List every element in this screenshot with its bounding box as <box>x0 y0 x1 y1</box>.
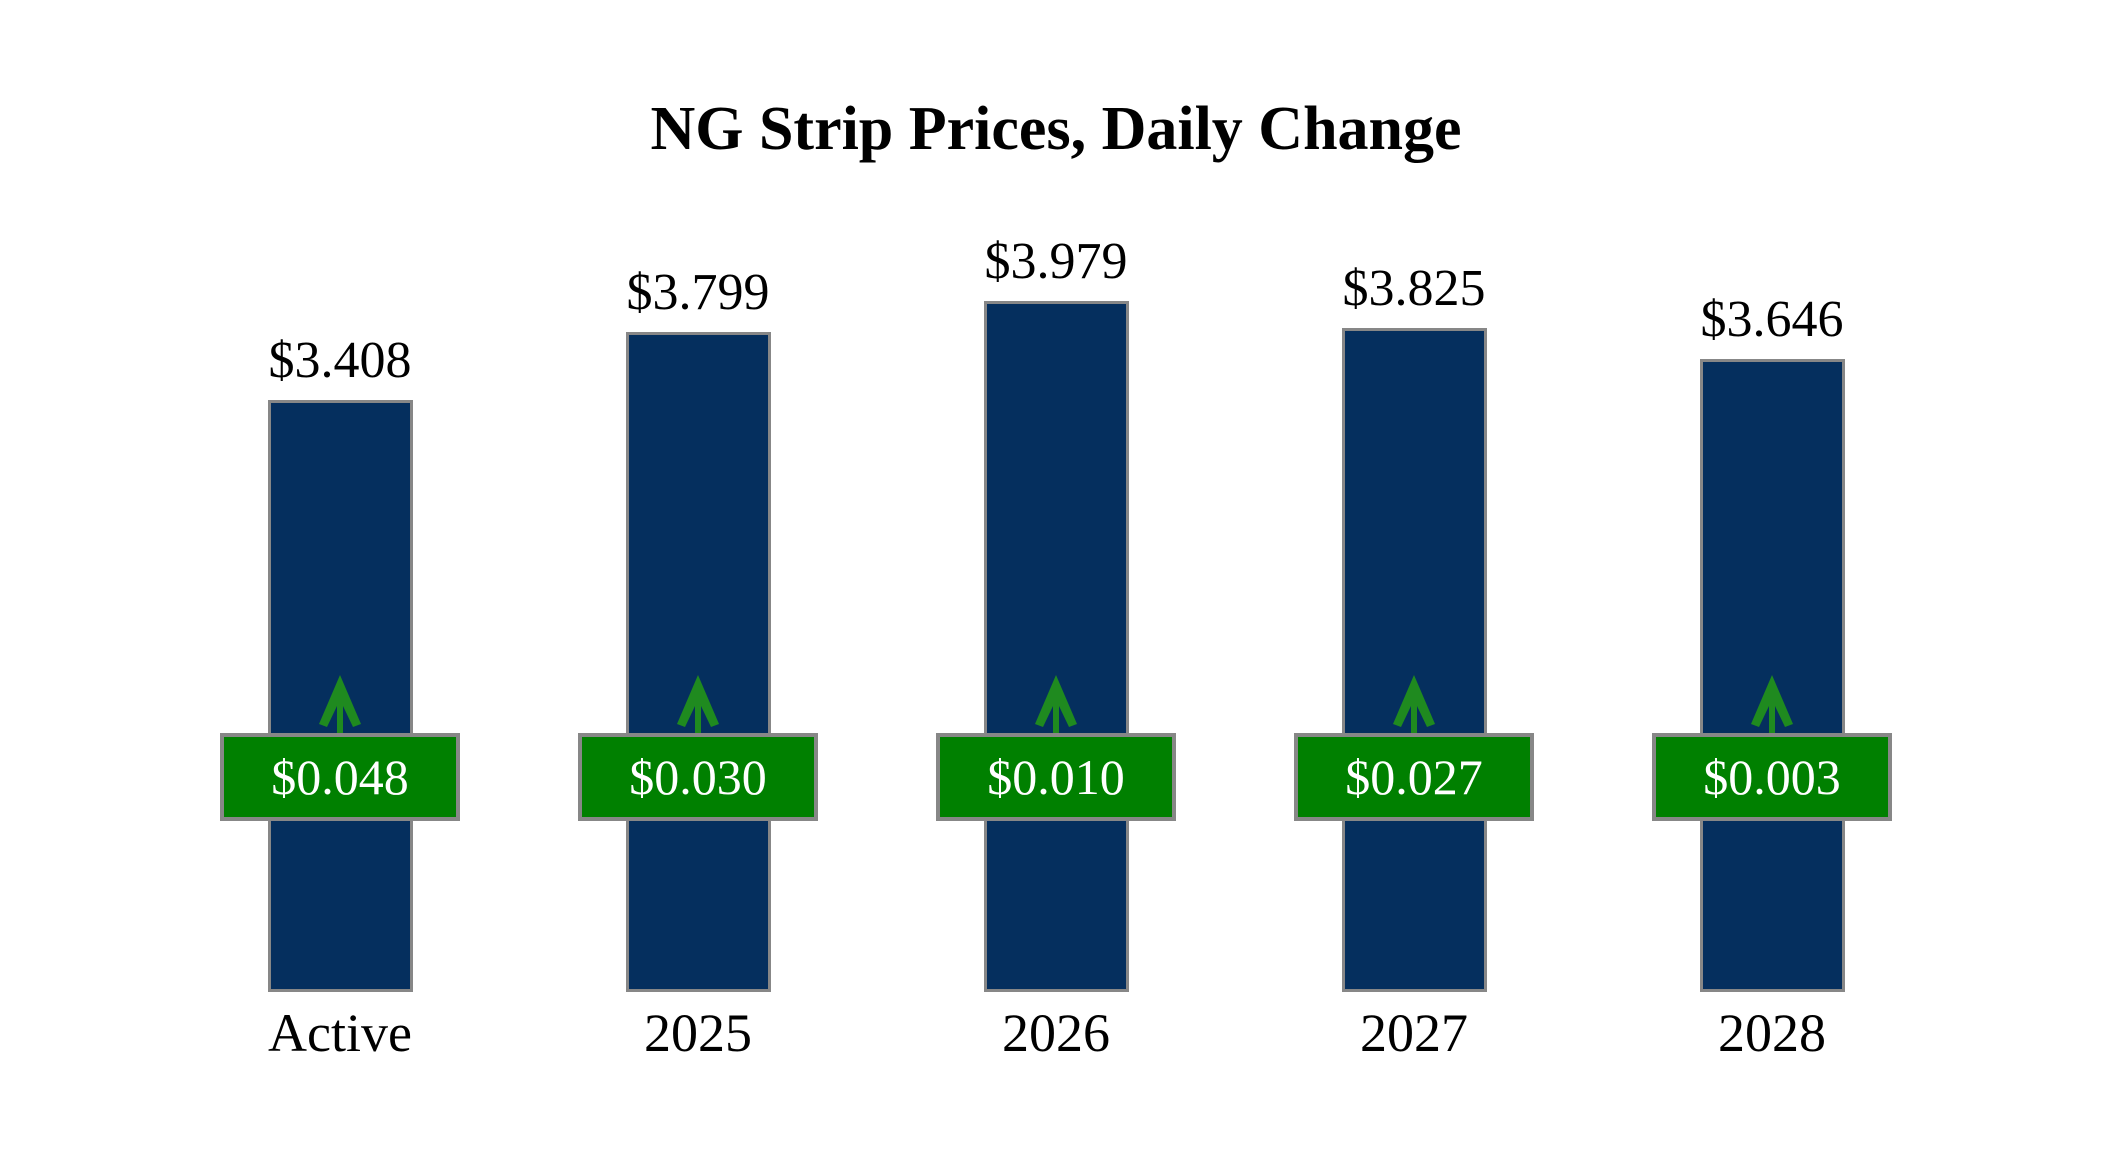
up-arrow-icon <box>1751 675 1793 733</box>
up-arrow-icon <box>319 675 361 733</box>
daily-change-badge: $0.003 <box>1652 733 1892 821</box>
up-arrow-icon <box>1393 675 1435 733</box>
chart-title: NG Strip Prices, Daily Change <box>650 95 1462 163</box>
bar-value-label: $3.979 <box>984 233 1128 290</box>
bar-value-label: $3.799 <box>626 264 770 321</box>
daily-change-badge: $0.027 <box>1294 733 1534 821</box>
price-bar-2027 <box>1341 328 1487 992</box>
bar-value-label: $3.646 <box>1700 291 1844 348</box>
up-arrow-icon <box>677 675 719 733</box>
bar-value-label: $3.825 <box>1342 260 1486 317</box>
up-arrow-icon <box>1035 675 1077 733</box>
bar-value-label: $3.408 <box>268 332 412 389</box>
category-label: 2025 <box>644 1003 752 1063</box>
category-label: 2027 <box>1360 1003 1468 1063</box>
price-bar-2026 <box>983 301 1129 992</box>
category-label: 2028 <box>1718 1003 1826 1063</box>
daily-change-badge: $0.048 <box>220 733 460 821</box>
price-bar-2025 <box>625 332 771 992</box>
category-label: 2026 <box>1002 1003 1110 1063</box>
category-label: Active <box>268 1003 412 1063</box>
daily-change-badge: $0.010 <box>936 733 1176 821</box>
daily-change-badge: $0.030 <box>578 733 818 821</box>
